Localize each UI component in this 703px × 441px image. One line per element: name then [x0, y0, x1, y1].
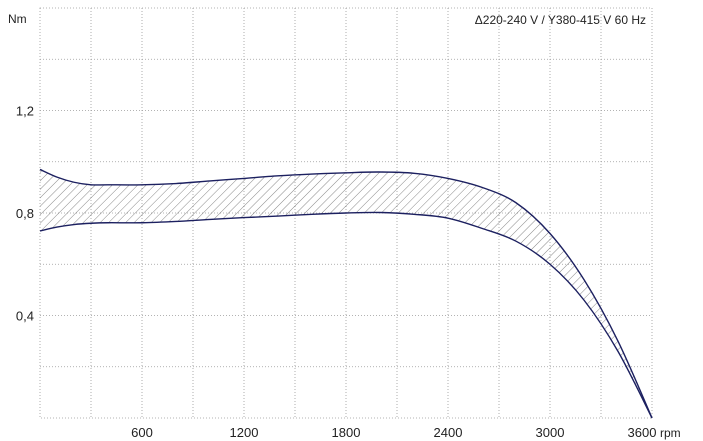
y-tick-label: 0,4: [16, 309, 34, 324]
y-tick-label: 1,2: [16, 104, 34, 119]
x-tick-labels: 600 1200 1800 2400 3000 3600: [131, 425, 656, 440]
x-tick-label: 600: [131, 425, 153, 440]
voltage-annotation: Δ220-240 V / Y380-415 V 60 Hz: [475, 13, 646, 27]
x-tick-label: 1200: [230, 425, 259, 440]
torque-lower-curve: [39, 211, 653, 419]
y-tick-label: 0,8: [16, 206, 34, 221]
x-tick-label: 3000: [536, 425, 565, 440]
x-tick-label: 2400: [434, 425, 463, 440]
y-axis-label: Nm: [8, 12, 27, 26]
torque-band-fill: [40, 169, 652, 418]
y-tick-labels: 0,4 0,8 1,2: [16, 104, 34, 324]
x-tick-label: 3600: [628, 425, 657, 440]
torque-upper-curve: [39, 168, 653, 419]
x-axis-label: rpm: [660, 426, 681, 440]
x-tick-label: 1800: [332, 425, 361, 440]
